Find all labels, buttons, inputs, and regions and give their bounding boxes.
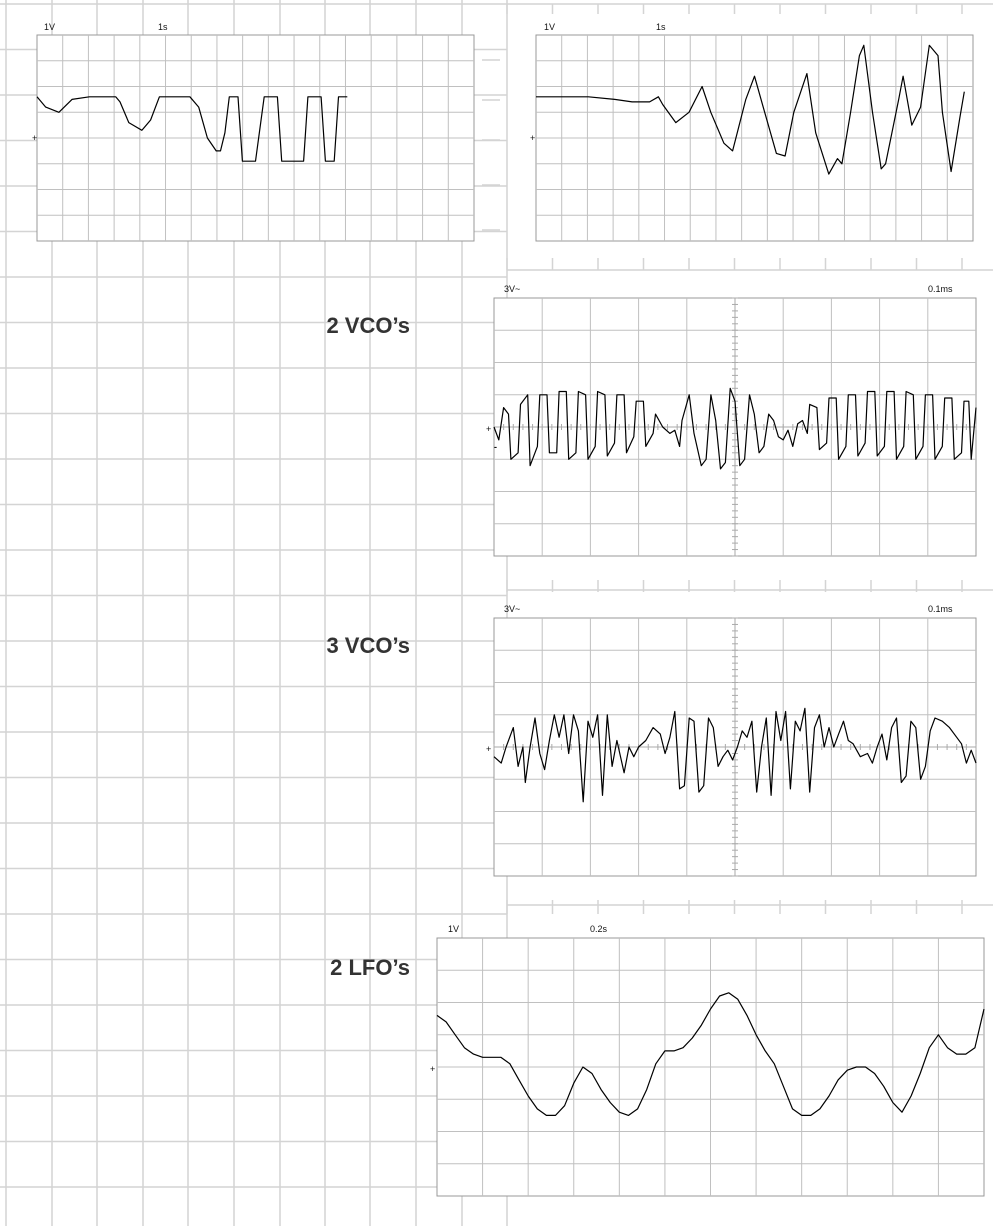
scope-grid [437,938,984,1196]
scope-volts-label: 3V~ [504,604,520,614]
scope-volts-label: 1V [448,924,459,934]
scope-ground-marker: + [430,1064,435,1074]
scope-volts-label: 3V~ [504,284,520,294]
scope-time-label: 0.1ms [928,284,953,294]
scope-secondary-marker: - [494,442,497,452]
page-grid-ticks [482,4,963,914]
scope-time-label: 0.2s [590,924,608,934]
scope-time-label: 0.1ms [928,604,953,614]
scope-trace [436,992,985,1117]
label-3-vco: 3 VCO’s [326,633,410,658]
scope-ground-marker: + [530,133,535,143]
scope-panel-3: 3V~ 0.1ms +- [486,284,977,557]
scope-time-label: 1s [656,22,666,32]
scope-panel-2: 1V 1s + [530,22,974,242]
scope-ground-marker: + [486,424,491,434]
scope-ground-marker: + [486,744,491,754]
scope-grid [536,35,973,241]
scope-trace [536,44,965,175]
scope-volts-label: 1V [544,22,555,32]
scope-panel-4: 3V~ 0.1ms + [486,604,977,877]
scope-trace [493,387,977,470]
scope-panel-1: 1V 1s + [32,22,475,242]
label-2-lfo: 2 LFO’s [330,955,410,980]
scope-grid [37,35,474,241]
scope-panel-5: 1V 0.2s + [430,924,985,1197]
scope-time-label: 1s [158,22,168,32]
scope-volts-label: 1V [44,22,55,32]
scope-trace [493,707,977,803]
scope-trace [36,96,348,162]
scope-ground-marker: + [32,133,37,143]
label-2-vco: 2 VCO’s [326,313,410,338]
